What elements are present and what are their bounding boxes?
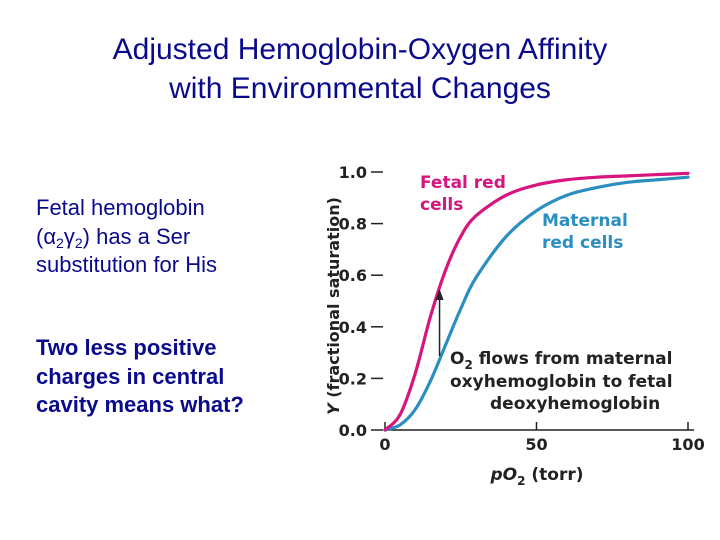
annotation-o: O [450, 349, 464, 369]
p1-line-1: Fetal hemoglobin [36, 195, 205, 220]
x-axis-label: pO2 (torr) [489, 465, 583, 488]
annotation-line-1: O2 flows from maternal [450, 349, 672, 372]
x-tick-label: 50 [525, 435, 547, 454]
annotation-post: flows from maternal [473, 349, 673, 369]
chart-curves [383, 171, 690, 432]
y-tick-label: 0.0 [339, 421, 367, 440]
y-tick-label: 0.6 [339, 266, 367, 285]
y-tick-label: 1.0 [339, 163, 367, 182]
fetal-hemoglobin-paragraph: Fetal hemoglobin (α2γ2) has a Ser substi… [36, 194, 306, 280]
slide-title: Adjusted Hemoglobin-Oxygen Affinity with… [0, 30, 720, 108]
y-axis-label: Y (fractional saturation) [324, 197, 343, 415]
fetal-label-line-2: cells [420, 195, 463, 215]
y-axis-label-symbol: Y [324, 398, 343, 415]
x-axis-label-sub: 2 [517, 474, 525, 488]
p2-line-3: cavity means what? [36, 392, 244, 418]
p1-line-3: substitution for His [36, 252, 217, 278]
transfer-arrowhead [435, 289, 444, 300]
x-tick-label: 100 [671, 435, 704, 454]
p1-line-2-mid: γ [63, 223, 75, 249]
p1-line-2-post: ) has a Ser [82, 223, 191, 249]
y-tick-label: 0.4 [339, 318, 367, 337]
annotation-line-2: oxyhemoglobin to fetal [450, 372, 673, 392]
annotation-line-3: deoxyhemoglobin [490, 394, 660, 414]
annotation-sub: 2 [464, 358, 472, 372]
x-tick-label: 0 [379, 435, 390, 454]
p2-line-1: Two less positive [36, 335, 217, 360]
y-axis-label-text: (fractional saturation) [324, 197, 343, 398]
fetal-label-line-1: Fetal red [420, 173, 506, 193]
maternal-label-line-1: Maternal [542, 211, 628, 231]
maternal-label-line-2: red cells [542, 233, 623, 253]
title-line-2: with Environmental Changes [169, 72, 551, 105]
question-paragraph: Two less positive charges in central cav… [36, 334, 306, 420]
fetal-curve [383, 171, 690, 432]
p1-line-2-pre: (α [36, 223, 57, 249]
p1-sub-1: 2 [56, 234, 64, 251]
y-tick-label: 0.8 [339, 215, 367, 234]
p1-sub-2: 2 [74, 234, 83, 251]
y-tick-label: 0.2 [339, 369, 367, 388]
x-axis-label-pre: pO [489, 465, 517, 485]
p2-line-2: charges in central [36, 363, 225, 389]
title-line-1: Adjusted Hemoglobin-Oxygen Affinity [112, 33, 608, 66]
chart-axes: 0.0 0.2 0.4 0.6 0.8 1.0 0 50 100 [339, 163, 705, 454]
chart-labels: Y (fractional saturation)pO2 (torr)Fetal… [324, 173, 673, 488]
maternal-curve [383, 175, 690, 432]
x-axis-label-post: (torr) [525, 465, 583, 485]
